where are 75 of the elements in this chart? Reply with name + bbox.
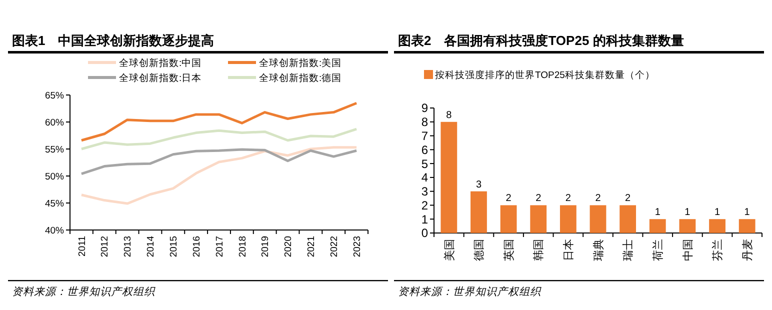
x-tick-label: 中国 xyxy=(681,239,694,261)
x-tick-label: 2013 xyxy=(122,236,134,258)
y-tick-label: 7 xyxy=(421,128,428,143)
x-tick-label: 2011 xyxy=(76,236,88,256)
y-tick-label: 65% xyxy=(44,90,65,102)
data-label: 8 xyxy=(446,110,452,121)
y-tick-label: 3 xyxy=(421,184,428,199)
x-tick-label: 韩国 xyxy=(532,239,546,261)
data-label: 3 xyxy=(476,179,482,190)
x-tick-label: 瑞典 xyxy=(592,239,605,261)
x-tick-label: 瑞士 xyxy=(622,239,635,261)
bar xyxy=(530,205,547,233)
x-tick-label: 日本 xyxy=(562,239,576,261)
y-tick-label: 1 xyxy=(421,212,428,226)
y-tick-label: 0 xyxy=(421,226,428,240)
x-tick-label: 2012 xyxy=(100,236,111,258)
y-tick-label: 8 xyxy=(421,115,428,130)
line-series xyxy=(80,102,358,142)
y-tick-label: 45% xyxy=(44,198,65,210)
text: 资料来源：世界知识产权组织 xyxy=(12,286,156,298)
y-tick-label: 2 xyxy=(421,198,428,212)
legend-label: 按科技强度排序的世界TOP25科技集群数量（个） xyxy=(435,69,655,81)
y-tick-label: 9 xyxy=(421,101,428,116)
bar xyxy=(709,219,726,233)
bar xyxy=(590,205,606,233)
data-label: 2 xyxy=(595,193,602,204)
legend-label: 全球创新指数:日本 xyxy=(119,72,202,84)
bar xyxy=(440,122,458,233)
chart-title: 图表2 各国拥有科技强度TOP25 的科技集群数量 xyxy=(398,33,684,48)
legend-label: 全球创新指数:德国 xyxy=(259,72,342,84)
y-tick-label: 55% xyxy=(44,144,65,156)
bar xyxy=(738,219,756,233)
x-tick-label: 芬兰 xyxy=(711,239,724,261)
x-tick-label: 丹麦 xyxy=(740,239,754,261)
bar xyxy=(679,219,696,233)
x-tick-label: 2017 xyxy=(214,236,226,258)
bar xyxy=(560,205,576,233)
x-tick-label: 2015 xyxy=(168,236,180,258)
chart-title: 图表1 中国全球创新指数逐步提高 xyxy=(12,33,214,48)
bar xyxy=(649,219,666,233)
legend-label: 全球创新指数:中国 xyxy=(119,57,202,69)
data-label: 2 xyxy=(565,193,572,204)
data-label: 1 xyxy=(714,207,720,218)
y-tick-label: 50% xyxy=(44,171,65,182)
x-tick-label: 2016 xyxy=(191,236,202,258)
x-tick-label: 美国 xyxy=(442,239,456,261)
y-tick-label: 40% xyxy=(44,225,65,236)
y-tick-label: 60% xyxy=(44,117,65,128)
x-tick-label: 2014 xyxy=(146,236,157,258)
y-tick-label: 5 xyxy=(421,156,428,171)
x-tick-label: 2021 xyxy=(306,236,318,258)
data-label: 2 xyxy=(625,193,632,204)
bar xyxy=(470,191,487,233)
data-label: 2 xyxy=(536,193,542,204)
x-tick-label: 2019 xyxy=(260,236,272,258)
line-series xyxy=(80,148,358,176)
data-label: 1 xyxy=(654,207,661,218)
x-tick-label: 2018 xyxy=(237,236,248,258)
bar xyxy=(620,205,636,233)
x-tick-label: 2023 xyxy=(352,236,363,258)
data-label: 1 xyxy=(744,207,750,218)
x-tick-label: 2022 xyxy=(328,236,340,258)
x-tick-label: 英国 xyxy=(502,239,516,261)
data-label: 2 xyxy=(506,193,512,204)
bar xyxy=(500,205,517,233)
data-label: 1 xyxy=(684,207,691,218)
x-tick-label: 荷兰 xyxy=(651,239,664,261)
text: 资料来源：世界知识产权组织 xyxy=(398,286,542,298)
legend-label: 全球创新指数:美国 xyxy=(259,57,342,69)
line-series xyxy=(80,128,358,150)
y-tick-label: 6 xyxy=(421,142,428,157)
y-tick-label: 4 xyxy=(421,170,428,185)
line-series xyxy=(80,146,358,205)
x-tick-label: 德国 xyxy=(474,239,486,261)
x-tick-label: 2020 xyxy=(283,236,294,258)
